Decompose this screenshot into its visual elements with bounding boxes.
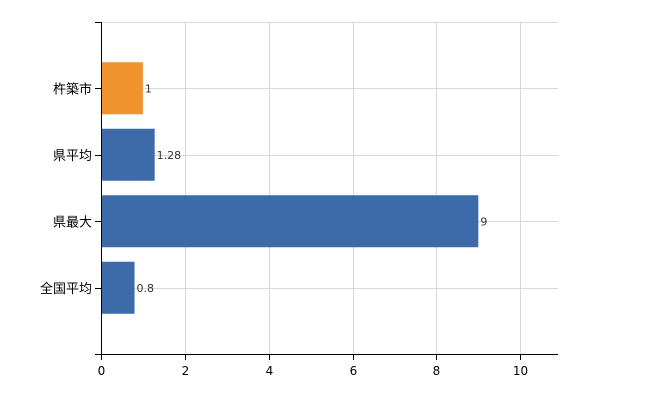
bar xyxy=(101,128,155,181)
y-tick-label: 杵築市 xyxy=(53,81,92,97)
x-tick-label: 0 xyxy=(98,364,106,378)
bar xyxy=(101,62,143,115)
bar xyxy=(101,261,135,314)
bar-value-label: 1.28 xyxy=(157,149,182,162)
bar-value-label: 0.8 xyxy=(137,282,155,295)
x-tick-label: 10 xyxy=(513,364,528,378)
bars xyxy=(101,62,479,314)
x-tick-label: 6 xyxy=(350,364,358,378)
x-tick-label: 8 xyxy=(433,364,441,378)
bar-value-label: 9 xyxy=(480,215,487,228)
x-tick-label: 4 xyxy=(266,364,274,378)
bar-value-label: 1 xyxy=(145,82,152,95)
value-labels: 1 1.28 9 0.8 xyxy=(137,82,488,295)
bar xyxy=(101,195,479,248)
y-tick-label: 県最大 xyxy=(53,215,92,230)
y-tick-label: 県平均 xyxy=(53,149,92,164)
grid-lines xyxy=(101,22,558,354)
x-tick-label: 2 xyxy=(182,364,190,378)
y-tick-label: 全国平均 xyxy=(40,281,92,297)
